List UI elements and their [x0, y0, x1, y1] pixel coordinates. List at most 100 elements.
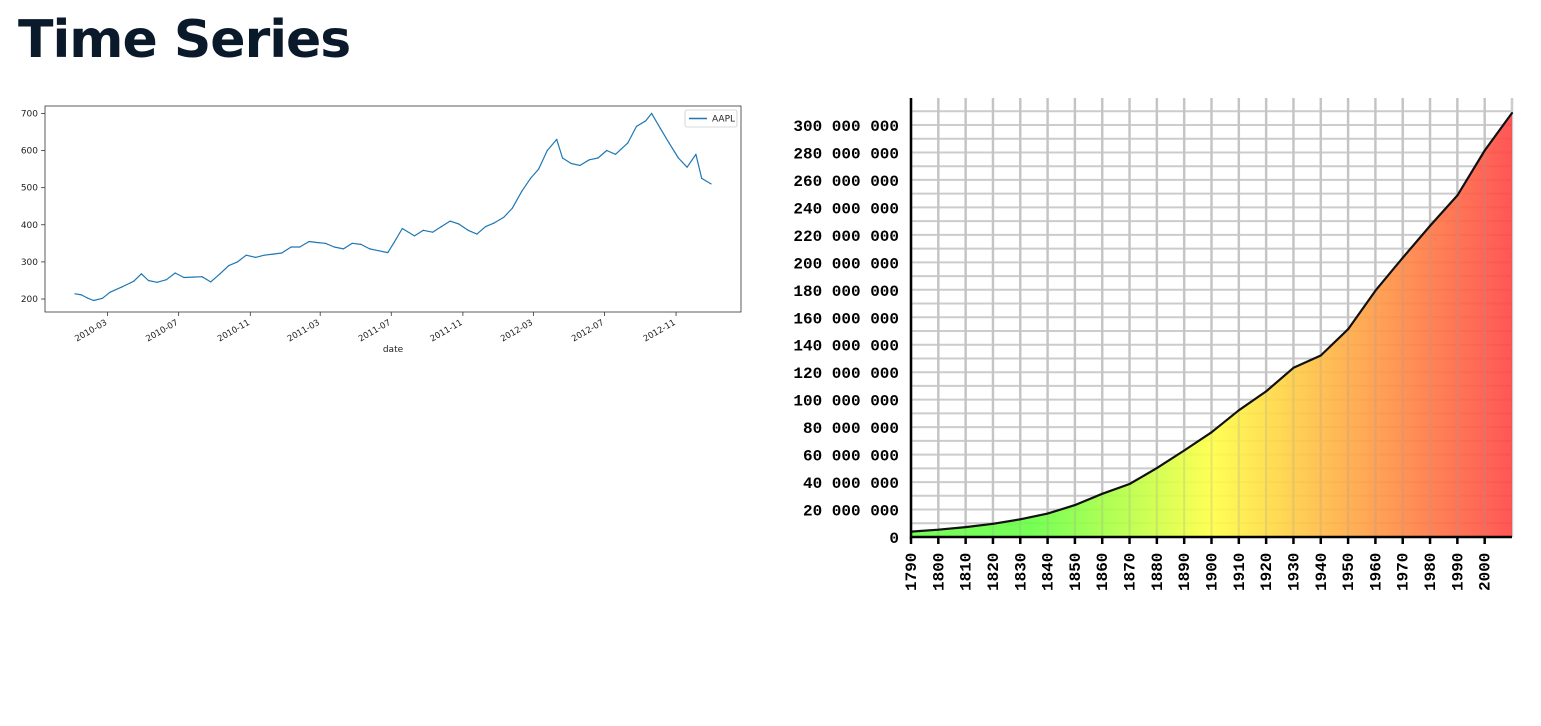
page-title: Time Series — [18, 10, 351, 70]
data-point — [1183, 449, 1186, 452]
data-point — [511, 207, 513, 209]
data-point — [597, 157, 599, 159]
data-point — [645, 120, 647, 122]
data-point — [228, 265, 230, 267]
data-point — [1401, 256, 1404, 259]
data-point — [183, 276, 185, 279]
y-tick-label: 60 000 000 — [803, 448, 899, 466]
data-point — [659, 127, 661, 129]
data-point — [254, 256, 257, 258]
data-point — [422, 229, 424, 231]
data-point — [86, 297, 88, 299]
data-point — [281, 252, 283, 254]
data-point — [74, 293, 76, 295]
data-point — [570, 162, 572, 165]
x-tick-label: 1920 — [1258, 553, 1276, 591]
data-point — [133, 280, 135, 282]
x-tick-label: 1890 — [1176, 553, 1194, 591]
data-point — [360, 243, 362, 245]
data-point — [236, 261, 239, 263]
y-tick-label: 140 000 000 — [793, 338, 899, 356]
population-area-fill — [911, 113, 1512, 537]
data-point — [1155, 467, 1158, 470]
data-point — [387, 252, 389, 254]
data-point — [521, 190, 523, 192]
x-tick-label: 1900 — [1204, 553, 1222, 591]
y-tick-label: 220 000 000 — [793, 228, 899, 246]
data-point — [140, 273, 142, 275]
y-tick-label: 120 000 000 — [793, 365, 899, 383]
data-point — [695, 153, 697, 155]
data-point — [449, 220, 451, 222]
data-point — [432, 231, 434, 233]
x-tick-label: 1790 — [903, 553, 921, 591]
x-tick-label: 1980 — [1422, 553, 1440, 591]
x-tick-label: 1880 — [1149, 553, 1167, 591]
y-tick-label: 80 000 000 — [803, 420, 899, 438]
data-point — [333, 246, 335, 248]
y-tick-label: 400 — [21, 221, 38, 231]
data-point — [219, 273, 221, 275]
data-point — [201, 276, 203, 278]
data-point — [156, 281, 158, 283]
data-point — [677, 157, 680, 159]
data-point — [290, 246, 292, 248]
data-point — [80, 294, 82, 296]
data-point — [606, 149, 608, 152]
x-tick-label: 1800 — [930, 553, 948, 591]
data-point — [401, 227, 403, 230]
data-point — [1483, 149, 1486, 152]
data-point — [165, 279, 167, 281]
data-point — [529, 177, 532, 179]
data-point — [635, 125, 638, 127]
x-tick-label: 1930 — [1285, 553, 1303, 591]
legend: AAPL — [684, 109, 738, 128]
x-tick-label: 1840 — [1040, 553, 1058, 591]
y-tick-label: 200 — [21, 295, 38, 305]
x-tick-label: 1810 — [958, 553, 976, 591]
data-point — [93, 299, 95, 302]
data-point — [668, 142, 670, 144]
x-tick-label: 1910 — [1231, 553, 1249, 591]
y-tick-label: 260 000 000 — [793, 173, 899, 191]
x-tick-label: 1950 — [1340, 553, 1358, 591]
data-point — [1265, 390, 1268, 393]
data-point — [272, 253, 274, 255]
data-point — [317, 242, 319, 244]
data-point — [440, 226, 442, 228]
y-tick-label: 20 000 000 — [803, 503, 899, 521]
data-point — [174, 272, 176, 274]
y-tick-label: 40 000 000 — [803, 475, 899, 493]
x-tick-label: 1830 — [1012, 553, 1030, 591]
data-point — [1456, 194, 1459, 197]
data-point — [1237, 409, 1240, 412]
series-line-aapl — [74, 112, 712, 302]
data-point — [467, 229, 469, 231]
y-tick-label: 500 — [21, 184, 38, 194]
data-point — [701, 177, 703, 179]
data-point — [1347, 328, 1350, 331]
data-point — [1292, 366, 1295, 369]
data-point — [210, 281, 212, 283]
data-point — [342, 248, 345, 250]
data-point — [1210, 431, 1213, 434]
data-point — [588, 159, 590, 161]
y-tick-label: 100 000 000 — [793, 393, 899, 411]
x-tick-label: 1870 — [1122, 553, 1140, 591]
data-point — [485, 226, 487, 228]
plot-frame — [44, 105, 742, 313]
x-tick-label: 1820 — [985, 553, 1003, 591]
x-axis-label: date — [383, 345, 404, 355]
y-tick-label: 300 000 000 — [793, 118, 899, 136]
data-point — [937, 528, 940, 531]
data-point — [556, 138, 558, 140]
data-point — [413, 235, 416, 237]
data-point — [458, 223, 460, 225]
data-point — [101, 297, 103, 299]
data-point — [1046, 512, 1049, 515]
y-tick-label: 300 — [21, 258, 38, 268]
y-tick-label: 0 — [889, 530, 899, 548]
y-tick-label: 180 000 000 — [793, 283, 899, 301]
data-point — [992, 522, 994, 525]
